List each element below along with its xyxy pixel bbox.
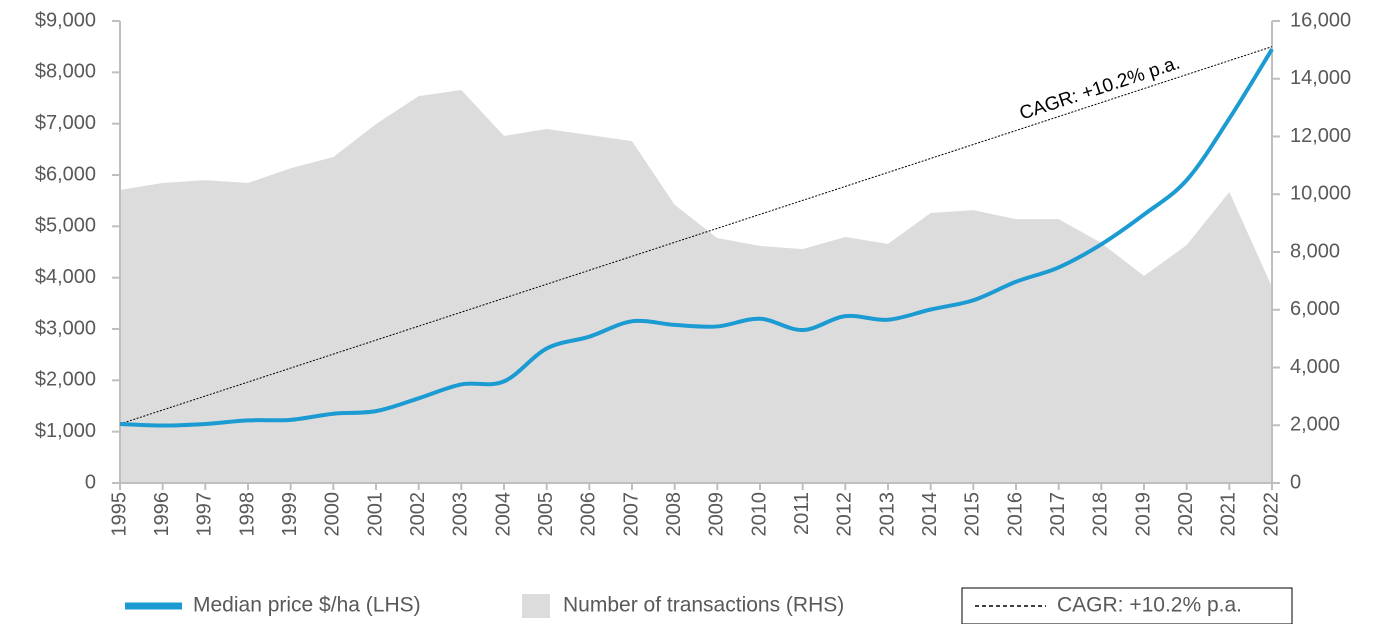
x-tick-label: 1995 bbox=[108, 492, 130, 537]
cagr-line bbox=[119, 46, 1273, 425]
legend-swatch bbox=[522, 594, 550, 618]
x-tick-label: 2006 bbox=[578, 492, 600, 537]
x-tick-label: 2002 bbox=[407, 492, 429, 537]
x-tick-label: 2022 bbox=[1260, 492, 1282, 537]
x-tick-label: 2009 bbox=[706, 492, 728, 537]
x-tick-label: 2011 bbox=[791, 492, 813, 535]
y2-tick-label: 0 bbox=[1290, 471, 1301, 493]
y-tick-label: 0 bbox=[85, 471, 96, 493]
y2-tick-label: 6,000 bbox=[1290, 298, 1340, 320]
y2-tick-label: 12,000 bbox=[1290, 125, 1351, 147]
x-tick-label: 2012 bbox=[834, 492, 856, 537]
x-tick-label: 2018 bbox=[1090, 492, 1112, 537]
x-tick-label: 2016 bbox=[1004, 492, 1026, 537]
x-tick-label: 2007 bbox=[620, 492, 642, 537]
x-tick-label: 2019 bbox=[1132, 492, 1154, 537]
line bbox=[119, 48, 1274, 428]
y-tick-label: $3,000 bbox=[35, 317, 96, 339]
legend-label: Number of transactions (RHS) bbox=[563, 594, 844, 617]
y2-tick-label: 14,000 bbox=[1290, 67, 1351, 89]
y-tick-label: $2,000 bbox=[35, 369, 96, 391]
x-tick-label: 1999 bbox=[279, 492, 301, 537]
x-tick-label: 2004 bbox=[492, 492, 514, 537]
y-tick-label: $6,000 bbox=[35, 163, 96, 185]
x-tick-label: 2001 bbox=[364, 492, 386, 537]
x-tick-label: 2017 bbox=[1047, 492, 1069, 537]
x-tick-label: 2013 bbox=[876, 492, 898, 537]
x-tick-label: 2021 bbox=[1218, 492, 1240, 537]
x-tick-label: 1996 bbox=[151, 492, 173, 537]
x-tick-label: 2020 bbox=[1175, 492, 1197, 537]
y-tick-label: $1,000 bbox=[35, 420, 96, 442]
legend-box bbox=[961, 587, 1293, 624]
x-tick-label: 1998 bbox=[236, 492, 258, 537]
cagr-label: CAGR: +10.2% p.a. bbox=[1017, 53, 1183, 125]
x-tick-label: 2005 bbox=[535, 492, 557, 537]
x-tick-label: 2010 bbox=[748, 492, 770, 537]
y2-tick-label: 16,000 bbox=[1290, 9, 1351, 31]
y-tick-label: $5,000 bbox=[35, 215, 96, 237]
y-tick-label: $9,000 bbox=[35, 9, 96, 31]
legend-label: CAGR: +10.2% p.a. bbox=[1057, 594, 1242, 617]
x-tick-label: 1997 bbox=[194, 492, 216, 537]
y-tick-label: $7,000 bbox=[35, 112, 96, 134]
y2-tick-label: 4,000 bbox=[1290, 356, 1340, 378]
x-tick-label: 2003 bbox=[450, 492, 472, 537]
y2-tick-label: 2,000 bbox=[1290, 414, 1340, 436]
x-tick-label: 2008 bbox=[663, 492, 685, 537]
y2-tick-label: 8,000 bbox=[1290, 240, 1340, 262]
area bbox=[120, 90, 1272, 483]
x-tick-label: 2015 bbox=[962, 492, 984, 537]
x-tick-label: 2000 bbox=[322, 492, 344, 537]
y-tick-label: $4,000 bbox=[35, 266, 96, 288]
y2-tick-label: 10,000 bbox=[1290, 183, 1351, 205]
x-tick-label: 2014 bbox=[919, 492, 941, 537]
y-tick-label: $8,000 bbox=[35, 61, 96, 83]
legend-label: Median price $/ha (LHS) bbox=[193, 594, 421, 617]
